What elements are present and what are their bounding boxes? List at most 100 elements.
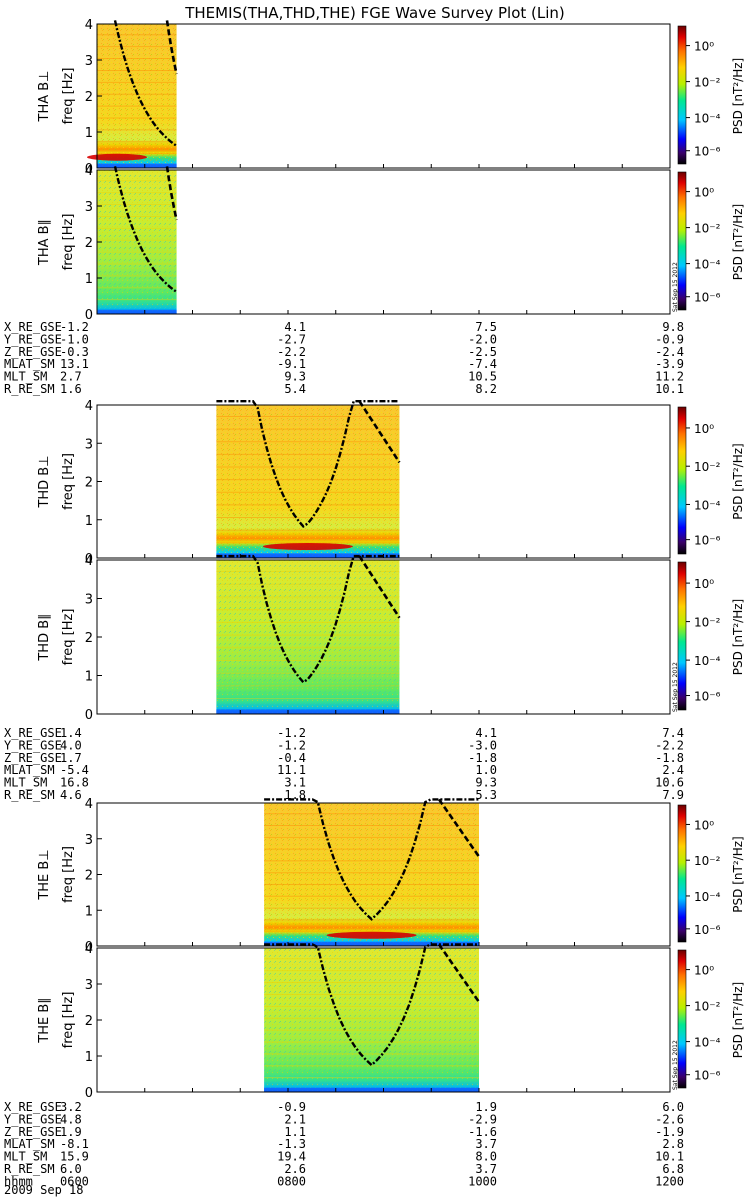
y-tick-label: 2	[85, 1014, 93, 1029]
y-tick-label: 3	[85, 978, 93, 993]
colorbar-tick-label: 10⁰	[694, 577, 714, 591]
colorbar-tick-label: 10⁰	[694, 40, 714, 54]
y-tick-label: 4	[85, 797, 93, 812]
ephemeris-value: 4.0	[60, 738, 82, 752]
spectrogram-texture	[264, 948, 479, 1092]
colorbar-tick-label: 10⁻⁴	[694, 258, 721, 272]
ephemeris-value: 4.6	[60, 788, 82, 802]
harmonic-curve	[437, 798, 481, 858]
spectrogram-floor	[264, 1087, 479, 1092]
y-tick-label: 4	[85, 942, 93, 957]
ephemeris-row-label: R_RE_SM	[4, 1162, 55, 1176]
y-tick-label: 4	[85, 18, 93, 33]
ephemeris-value: -2.6	[655, 1112, 684, 1126]
colorbar	[677, 561, 687, 711]
panel-ylabel: freq [Hz]	[61, 846, 76, 903]
panel-component-label: THD B⊥	[37, 455, 52, 508]
ephemeris-row-label: X_RE_GSE	[4, 1100, 62, 1114]
ephemeris-value: -1.2	[60, 320, 89, 334]
y-tick-label: 2	[85, 869, 93, 884]
date-label: 2009 Sep 18	[4, 1183, 83, 1197]
panel-component-label: THE B⊥	[37, 849, 52, 900]
ephemeris-value: 19.4	[277, 1150, 306, 1164]
colorbar-tick-label: 10⁻⁶	[694, 690, 721, 704]
ephemeris-value: 11.2	[655, 370, 684, 384]
spectrogram-thd-bperp	[216, 400, 401, 558]
ephemeris-value: 1.9	[60, 1125, 82, 1139]
y-tick-label: 0	[85, 708, 93, 723]
colorbar	[677, 25, 687, 165]
ephemeris-value: 2.8	[662, 1137, 684, 1151]
y-tick-label: 1	[85, 1050, 93, 1065]
ephemeris-value: 9.8	[662, 320, 684, 334]
colorbar-tick-label: 10⁻⁴	[694, 654, 721, 668]
ephemeris-value: 2.4	[662, 763, 684, 777]
spectrogram-floor	[97, 309, 177, 314]
ephemeris-row-label: MLAT_SM	[4, 763, 55, 777]
colorbar-tick-label: 10⁻⁶	[694, 145, 721, 159]
ephemeris-value: -0.9	[277, 1100, 306, 1114]
y-tick-label: 1	[85, 272, 93, 287]
y-tick-label: 4	[85, 554, 93, 569]
ephemeris-value: 16.8	[60, 776, 89, 790]
ephemeris-value: 7.9	[662, 788, 684, 802]
colorbar	[677, 406, 687, 555]
panel-ylabel: freq [Hz]	[61, 609, 76, 666]
harmonic-curve	[165, 166, 178, 221]
ephemeris-value: 8.2	[475, 382, 497, 396]
ephemeris-value: 5.3	[475, 788, 497, 802]
y-tick-label: 0	[85, 308, 93, 323]
colorbar-label: PSD [nT²/Hz]	[731, 204, 745, 280]
ephemeris-value: 2.7	[60, 370, 82, 384]
ephemeris-value: -1.2	[277, 738, 306, 752]
spectrogram-texture	[264, 803, 479, 946]
side-stamp: Sat Sep 15 2012	[672, 1040, 679, 1090]
y-tick-label: 2	[85, 90, 93, 105]
ephemeris-row-label: R_RE_SM	[4, 788, 55, 802]
harmonic-curve	[358, 400, 401, 464]
ephemeris-value: 6.0	[662, 1100, 684, 1114]
colorbar-tick-label: 10⁻⁴	[694, 1036, 721, 1050]
ephemeris-value: 1.9	[475, 1100, 497, 1114]
spectrogram-floor	[216, 709, 400, 714]
panel-ylabel: freq [Hz]	[61, 453, 76, 510]
ephemeris-value: 10.6	[655, 776, 684, 790]
ephemeris-value: -2.5	[468, 345, 497, 359]
ephemeris-row-label: Z_RE_GSE	[4, 1125, 62, 1139]
cyclotron-curve	[216, 554, 400, 684]
y-tick-label: 0	[85, 940, 93, 955]
colorbar-label: PSD [nT²/Hz]	[731, 599, 745, 675]
panel-component-label: THA B⊥	[37, 71, 52, 123]
ephemeris-row-label: Z_RE_GSE	[4, 345, 62, 359]
panel-frame	[96, 169, 671, 315]
ephemeris-value: 6.8	[662, 1162, 684, 1176]
spectrogram-peak	[262, 543, 353, 551]
ephemeris-row-label: MLAT_SM	[4, 1137, 55, 1151]
spectrogram-thd-bpar	[216, 554, 401, 714]
ephemeris-value: -1.9	[655, 1125, 684, 1139]
panel-frame	[96, 23, 671, 169]
ephemeris-row-label: Z_RE_GSE	[4, 751, 62, 765]
side-stamp: Sat Sep 15 2012	[672, 262, 679, 312]
ephemeris-value: 8.0	[475, 1150, 497, 1164]
ephemeris-value: 4.1	[475, 726, 497, 740]
harmonic-curve	[165, 20, 178, 75]
colorbar-tick-label: 10⁻⁶	[694, 923, 721, 937]
ephemeris-value: 3.7	[475, 1137, 497, 1151]
colorbar-tick-label: 10⁻²	[694, 222, 721, 236]
y-tick-label: 1	[85, 904, 93, 919]
y-tick-label: 3	[85, 437, 93, 452]
y-tick-label: 3	[85, 833, 93, 848]
cyclotron-curve	[264, 798, 479, 921]
ephemeris-row-label: Y_RE_GSE	[4, 1112, 62, 1126]
chart-title: THEMIS(THA,THD,THE) FGE Wave Survey Plot…	[184, 4, 565, 22]
ephemeris-row-label: X_RE_GSE	[4, 320, 62, 334]
y-tick-label: 4	[85, 399, 93, 414]
ephemeris-value: 3.2	[60, 1100, 82, 1114]
ephemeris-value: -2.7	[277, 332, 306, 346]
ephemeris-row-label: MLT_SM	[4, 370, 47, 384]
spectrogram-texture	[97, 170, 177, 314]
panel-component-label: THA B∥	[37, 219, 52, 266]
ephemeris-value: 1.6	[60, 382, 82, 396]
